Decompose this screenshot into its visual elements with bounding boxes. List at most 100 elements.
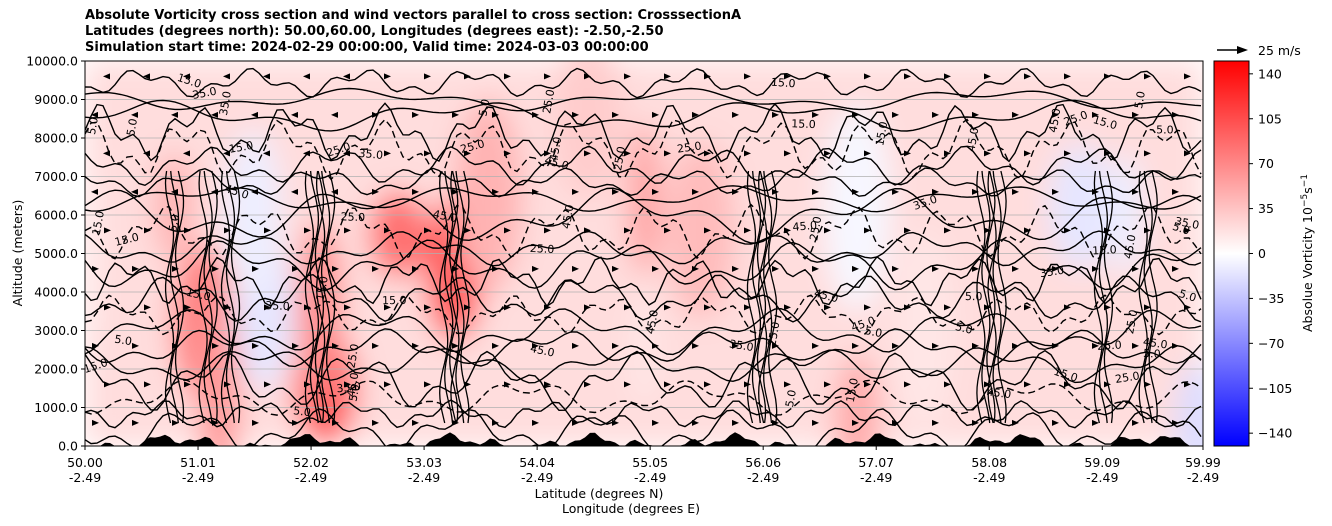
wind-vector	[504, 150, 511, 157]
wind-vector	[984, 227, 991, 234]
x-tick-label-lat: 51.01	[180, 455, 216, 470]
wind-vector	[652, 188, 659, 195]
contour-line	[85, 307, 1202, 356]
wind-vector	[584, 227, 591, 234]
contour-label: 45.0	[529, 342, 556, 360]
wind-vector	[1184, 150, 1191, 157]
wind-vector	[984, 304, 991, 311]
wind-vector	[304, 381, 311, 388]
wind-vector	[412, 188, 419, 195]
wind-vector	[332, 265, 339, 272]
wind-vector	[812, 188, 819, 195]
wind-vector	[344, 227, 351, 234]
contour-line	[85, 118, 1202, 181]
wind-vector	[104, 227, 111, 234]
wind-vector	[343, 73, 350, 80]
wind-vector	[892, 111, 899, 118]
wind-vector	[984, 150, 991, 157]
x-tick-label-lat: 50.00	[67, 455, 103, 470]
contour-line	[85, 87, 1202, 112]
wind-vector	[612, 342, 619, 349]
wind-vector	[692, 111, 699, 118]
wind-vector	[664, 381, 671, 388]
wind-vector	[1104, 381, 1111, 388]
wind-vector	[252, 265, 259, 272]
y-axis: 0.0 1000.0 2000.0 3000.0 4000.0 5000.0 6000.0 7…	[26, 54, 85, 454]
colorbar-tick-label: 140	[1258, 66, 1282, 81]
contour-line	[314, 170, 325, 424]
wind-vector	[92, 419, 99, 426]
colorbar-label-text: Absolue Vorticity 10	[1300, 207, 1315, 332]
contour-line	[198, 170, 208, 424]
contour-label: 45.0	[986, 385, 1012, 401]
contour-line	[1103, 170, 1114, 424]
contour-label: 25.0	[530, 242, 555, 256]
wind-vector	[972, 188, 979, 195]
contour-line	[315, 170, 326, 424]
contour-line	[85, 185, 1202, 213]
wind-vector	[144, 304, 151, 311]
x-tick-label-lat: 59.09	[1084, 455, 1120, 470]
wind-vector	[1092, 265, 1099, 272]
contour-label: 25.0	[340, 210, 365, 224]
contour-label: 15.0	[791, 117, 816, 131]
contour-line	[85, 294, 1202, 336]
x-axis: 50.00-2.4951.01-2.4952.02-2.4953.03-2.49…	[67, 446, 1221, 485]
wind-vector	[92, 342, 99, 349]
wind-vector	[412, 342, 419, 349]
wind-vector	[864, 150, 871, 157]
contour-line	[449, 170, 459, 424]
contour-label: 35.0	[728, 337, 754, 354]
wind-vector	[292, 265, 299, 272]
wind-vector	[664, 73, 671, 80]
wind-vector	[732, 188, 739, 195]
contour-label: 45.0	[792, 219, 818, 234]
wind-vector	[183, 150, 190, 157]
colorbar-tick-label: −70	[1258, 336, 1284, 351]
contour-label: 5.0	[1132, 90, 1148, 109]
wind-vector	[224, 227, 231, 234]
wind-vector	[784, 227, 791, 234]
wind-vector	[504, 73, 511, 80]
wind-vector	[864, 304, 871, 311]
wind-vector	[412, 419, 419, 426]
wind-vector	[784, 381, 791, 388]
wind-vector	[972, 342, 979, 349]
wind-vector	[132, 265, 139, 272]
colorbar-tick-label: −140	[1258, 426, 1292, 441]
wind-vector	[772, 419, 779, 426]
contour-label: 15.0	[314, 275, 331, 301]
wind-vector	[211, 111, 218, 118]
colorbar-label-unit-exp: −1	[1300, 174, 1310, 187]
quiver-key-arrowhead	[1237, 46, 1248, 54]
y-tick-label: 2000.0	[34, 362, 78, 377]
contour-label: 45.0	[1142, 335, 1168, 351]
wind-vector	[412, 265, 419, 272]
wind-vector	[904, 304, 911, 311]
wind-vector	[464, 304, 471, 311]
contour-line	[85, 238, 1202, 292]
wind-vector	[852, 111, 859, 118]
wind-vector	[263, 150, 270, 157]
quiver-key-label: 25 m/s	[1258, 43, 1301, 58]
contour-line	[164, 170, 175, 424]
contour-label: 25.0	[1097, 339, 1122, 353]
x-axis-label-2: Longitude (degrees E)	[562, 501, 700, 516]
contour-line	[1093, 170, 1104, 424]
wind-vector	[784, 304, 791, 311]
wind-vector	[452, 111, 459, 118]
wind-vector	[544, 73, 551, 80]
wind-vector	[1104, 304, 1111, 311]
wind-vector	[1144, 381, 1151, 388]
contour-line	[169, 170, 180, 424]
wind-vector	[1024, 381, 1031, 388]
wind-vector	[424, 304, 431, 311]
wind-vector	[692, 419, 699, 426]
contour-label: 15.0	[113, 230, 140, 249]
contour-labels: 45.025.05.05.025.045.015.015.045.025.025…	[85, 71, 1200, 419]
x-tick-label-lon: -2.49	[860, 470, 892, 485]
contour-label: 15.0	[873, 120, 890, 146]
vorticity-region-16	[1048, 144, 1114, 271]
wind-vector	[1064, 381, 1071, 388]
y-tick-label: 8000.0	[34, 131, 78, 146]
